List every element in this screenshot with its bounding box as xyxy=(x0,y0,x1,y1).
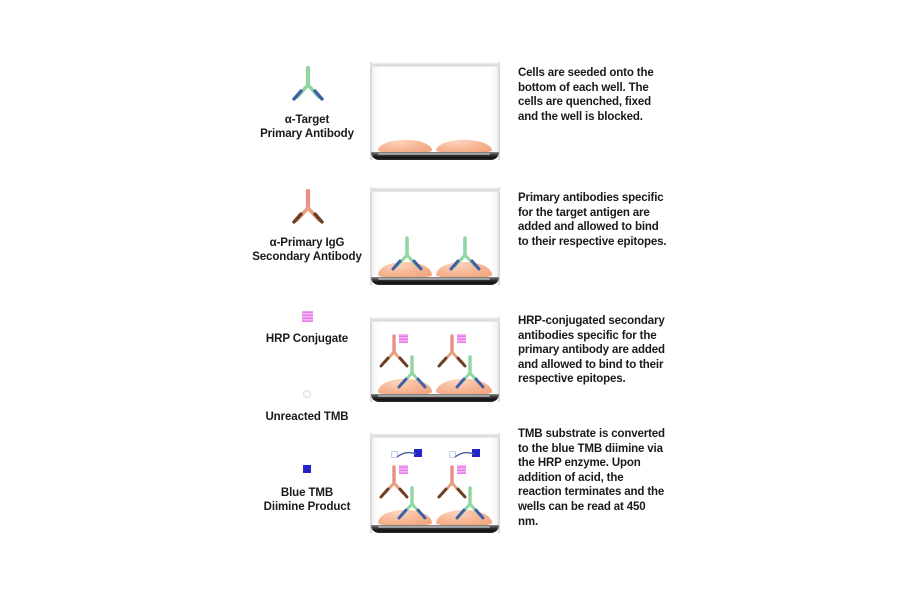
legend-step-3b: Unreacted TMB xyxy=(238,385,376,425)
legend-step-1: α-Target Primary Antibody xyxy=(238,60,376,141)
blue-tmb-diimine-marker-left xyxy=(414,449,422,457)
unreacted-tmb-icon xyxy=(238,385,376,409)
cell-layer-left xyxy=(378,140,432,153)
legend-label-step-4: Blue TMB Diimine Product xyxy=(263,487,351,513)
bound-primary-antibody-left xyxy=(396,355,428,391)
blue-tmb-diimine-marker-right xyxy=(472,449,480,457)
bound-primary-antibody-left xyxy=(390,236,424,274)
legend-label-step-1: α-Target Primary Antibody xyxy=(260,114,354,140)
well-base-highlight xyxy=(378,526,490,528)
legend-label-step-3b: Unreacted TMB xyxy=(265,411,349,423)
well-wall-right xyxy=(497,62,500,160)
well-wall-right xyxy=(497,187,500,285)
well-rim xyxy=(370,62,500,67)
bound-primary-antibody-right xyxy=(448,236,482,274)
legend-label-step-2: α-Primary IgG Secondary Antibody xyxy=(252,237,362,263)
cell-layer-right xyxy=(436,140,492,153)
well-rim xyxy=(370,187,500,192)
hrp-secondary-antibody-left xyxy=(378,465,410,501)
secondary-antibody-icon xyxy=(238,183,376,235)
legend-label-step-3a: HRP Conjugate xyxy=(265,333,349,345)
legend-step-2: α-Primary IgG Secondary Antibody xyxy=(238,183,376,264)
step-row-2: α-Primary IgG Secondary Antibody xyxy=(0,175,900,295)
well-wall-left xyxy=(370,62,373,160)
cell-layer-left xyxy=(378,379,432,395)
step-row-1: α-Target Primary Antibody Cells are seed… xyxy=(0,50,900,170)
well-rim xyxy=(370,433,500,438)
step-row-4: Blue TMB Diimine Product xyxy=(0,425,900,545)
description-step-3: HRP-conjugated secondary antibodies spec… xyxy=(518,315,665,386)
well-wall-left xyxy=(370,187,373,285)
well-base xyxy=(371,152,499,160)
unreacted-tmb-marker-left xyxy=(391,451,398,458)
well-wall-right xyxy=(497,317,500,402)
blue-tmb-diimine-icon xyxy=(238,459,376,485)
unreacted-tmb-marker-right xyxy=(449,451,456,458)
description-step-4: TMB substrate is converted to the blue T… xyxy=(518,428,665,528)
well-rim xyxy=(370,317,500,322)
well-base xyxy=(371,394,499,402)
well-base xyxy=(371,277,499,285)
assay-well-4 xyxy=(370,433,500,533)
legend-step-3a: HRP Conjugate xyxy=(238,305,376,347)
assay-well-1 xyxy=(370,62,500,160)
primary-antibody-icon xyxy=(238,60,376,112)
well-base-highlight xyxy=(378,153,490,155)
hrp-secondary-antibody-right xyxy=(436,334,468,370)
legend-step-4: Blue TMB Diimine Product xyxy=(238,459,376,514)
hrp-conjugate-marker-right xyxy=(457,334,466,343)
description-step-2: Primary antibodies specific for the targ… xyxy=(518,192,667,248)
hrp-secondary-antibody-right xyxy=(436,465,468,501)
well-wall-left xyxy=(370,317,373,402)
step-row-3: HRP Conjugate Unreacted TMB xyxy=(0,297,900,425)
hrp-conjugate-marker-right xyxy=(457,465,466,474)
bound-primary-antibody-right xyxy=(454,486,486,522)
well-base-highlight xyxy=(378,278,490,280)
hrp-conjugate-marker-left xyxy=(399,334,408,343)
description-step-1: Cells are seeded onto the bottom of each… xyxy=(518,67,654,123)
well-base xyxy=(371,525,499,533)
tmb-conversion-arrow-right xyxy=(454,451,475,458)
assay-well-2 xyxy=(370,187,500,285)
cell-layer-left xyxy=(378,510,432,526)
hrp-conjugate-marker-left xyxy=(399,465,408,474)
bound-primary-antibody-left xyxy=(396,486,428,522)
bound-primary-antibody-right xyxy=(454,355,486,391)
well-base-highlight xyxy=(378,395,490,397)
well-wall-left xyxy=(370,433,373,533)
hrp-secondary-antibody-left xyxy=(378,334,410,370)
tmb-conversion-arrow-left xyxy=(396,451,417,458)
well-wall-right xyxy=(497,433,500,533)
hrp-conjugate-icon xyxy=(238,305,376,331)
assay-well-3 xyxy=(370,317,500,402)
